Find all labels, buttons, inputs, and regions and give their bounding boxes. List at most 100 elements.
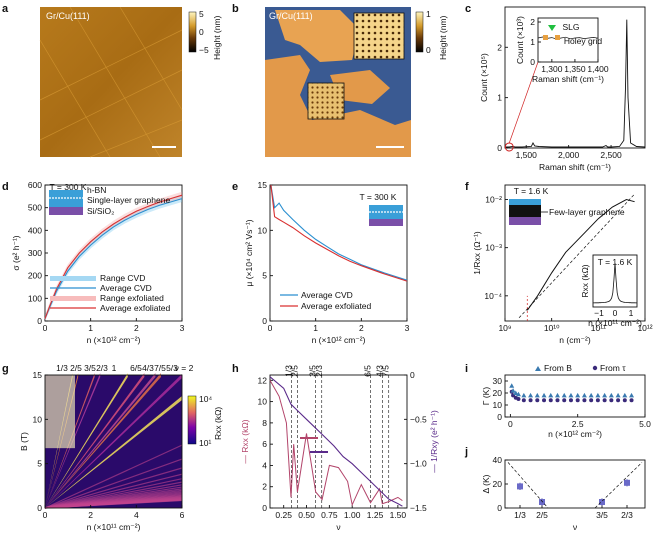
g-filling-label: 3/5 — [84, 363, 96, 373]
f-ylabel: 1/Rxx (Ω⁻¹) — [472, 231, 482, 275]
e-legend-label: Average CVD — [301, 290, 353, 300]
f-inset-axes-frame — [592, 254, 638, 308]
j-xtick-label: 1/3 — [514, 510, 526, 520]
g-filling-label: 6/5 — [130, 363, 142, 373]
i-xtick-label: 2.5 — [572, 419, 584, 429]
e-xlabel: n (×10¹² cm⁻²) — [312, 335, 366, 345]
d-ytick-label: 300 — [28, 248, 42, 258]
j-ytick-label: 20 — [493, 479, 503, 489]
c-xtick-label: 1,500 — [516, 150, 538, 160]
d-annotation-graphene: Single-layer graphene — [87, 195, 170, 205]
i-xlabel: n (×10¹² cm⁻²) — [548, 429, 602, 439]
h-ylabel: — Rxx (kΩ) — [240, 419, 250, 463]
i-point-tauq — [555, 398, 560, 403]
f-fewlayer-graphene — [509, 205, 541, 217]
panel-letter-g: g — [2, 363, 9, 375]
j-xtick-label: 2/5 — [536, 510, 548, 520]
panel-letter-e: e — [232, 181, 238, 193]
f-hbn-layer — [509, 199, 541, 205]
e-ytick-label: 5 — [262, 271, 267, 281]
d-ytick-label: 600 — [28, 180, 42, 190]
panel-letter-d: d — [2, 181, 9, 193]
c-inset-ytick-label: 0 — [530, 57, 535, 67]
i-legend-swatch — [592, 365, 598, 371]
i-point-tauq — [622, 398, 627, 403]
j-ytick-label: 40 — [493, 455, 503, 465]
e-hbn-layer — [369, 212, 403, 219]
f-inset-ylabel: Rxx (kΩ) — [580, 264, 590, 297]
i-point-tauq — [521, 398, 526, 403]
g-ytick-label: 10 — [33, 414, 43, 424]
j-xlabel: ν — [573, 522, 577, 532]
j-guide-line — [507, 462, 549, 509]
i-legend-label-bonset: From B — [544, 363, 572, 373]
h-ytick-label: 0 — [262, 503, 267, 513]
c-inset-xtick-label: 1,350 — [564, 64, 586, 74]
i-xtick-label: 0 — [508, 419, 513, 429]
c-grid-marker — [555, 35, 560, 40]
colorbar-g: 10⁴ 10¹ Rxx (kΩ) — [187, 394, 223, 448]
i-legend-swatch — [535, 366, 541, 371]
h-right-ytick-label: −0.5 — [410, 414, 427, 424]
d-xtick-label: 2 — [134, 323, 139, 333]
c-spectrum-line — [505, 19, 646, 148]
h-xlabel: ν — [336, 522, 340, 532]
h-ytick-label: 10 — [258, 397, 268, 407]
panel-b-label: Gr/Cu(111) — [269, 11, 313, 21]
g-landau-fan-line — [44, 467, 183, 509]
cbar-a-label: Height (nm) — [212, 15, 222, 60]
cbar-a-tick-min: −5 — [199, 45, 209, 55]
i-point-bonset — [541, 392, 547, 398]
e-annotation-temp: T = 300 K — [360, 192, 397, 202]
h-filling-label: 4/3 — [375, 365, 385, 377]
c-inset-ytick-label: 1 — [530, 37, 535, 47]
f-inset-xlabel: n (×10¹¹ cm⁻²) — [588, 318, 642, 328]
d-ytick-label: 0 — [37, 316, 42, 326]
d-xlabel: n (×10¹² cm⁻²) — [87, 335, 141, 345]
i-point-bonset — [568, 392, 574, 398]
g-xtick-label: 4 — [134, 510, 139, 520]
c-axes-frame — [504, 6, 646, 149]
i-point-bonset — [581, 392, 587, 398]
i-point-bonset — [513, 390, 519, 395]
g-xlabel: n (×10¹¹ cm⁻²) — [87, 522, 141, 532]
i-ytick-label: 0 — [497, 412, 502, 422]
c-grid-marker — [543, 35, 548, 40]
f-data-line — [526, 198, 635, 311]
h-series-inv-rxy — [269, 376, 403, 507]
g-landau-fan-line — [44, 458, 183, 509]
d-substrate-layer — [49, 207, 83, 215]
c-inset-ylabel: Count (×10³) — [515, 16, 525, 64]
f-xtick-label: 10¹² — [637, 323, 652, 333]
i-point-bonset — [521, 392, 527, 398]
i-point-bonset — [602, 392, 608, 398]
i-ylabel: Γ (K) — [481, 387, 491, 406]
colorbar-b: 1 0 Height (nm) — [415, 9, 448, 60]
f-ytick-label: 10⁻² — [485, 194, 502, 204]
c-inset-xtick-label: 1,400 — [587, 64, 609, 74]
i-point-tauq — [535, 398, 540, 403]
d-legend-label: Range CVD — [100, 273, 145, 283]
i-point-bonset — [555, 392, 560, 398]
e-series-exfoliated — [270, 184, 408, 282]
i-point-bonset — [588, 392, 594, 398]
i-point-bonset — [608, 392, 614, 398]
i-point-tauq — [602, 398, 607, 403]
i-point-bonset — [548, 392, 554, 398]
g-filling-label: 1 — [112, 363, 117, 373]
i-point-bonset — [510, 388, 516, 393]
d-legend-label: Range exfoliated — [100, 293, 164, 303]
i-point-tauq — [575, 398, 580, 403]
chart-f-conductance-log: 10⁹ 10¹⁰ 10¹¹ 10¹² 10⁻⁴ 10⁻³ 10⁻² n (cm⁻²) 1/Rxx… — [472, 184, 653, 345]
e-ylabel: μ (×10⁴ cm² Vs⁻¹) — [244, 219, 254, 286]
cbar-g-tick-max: 10⁴ — [199, 394, 212, 404]
j-point — [517, 483, 523, 490]
f-substrate-layer — [509, 217, 541, 225]
i-point-tauq — [616, 398, 621, 403]
i-point-bonset — [515, 391, 521, 397]
i-point-bonset — [528, 392, 534, 398]
g-ytick-label: 15 — [33, 370, 43, 380]
cbar-b-tick-min: 0 — [426, 45, 431, 55]
g-filling-label: 7/5 — [154, 363, 166, 373]
